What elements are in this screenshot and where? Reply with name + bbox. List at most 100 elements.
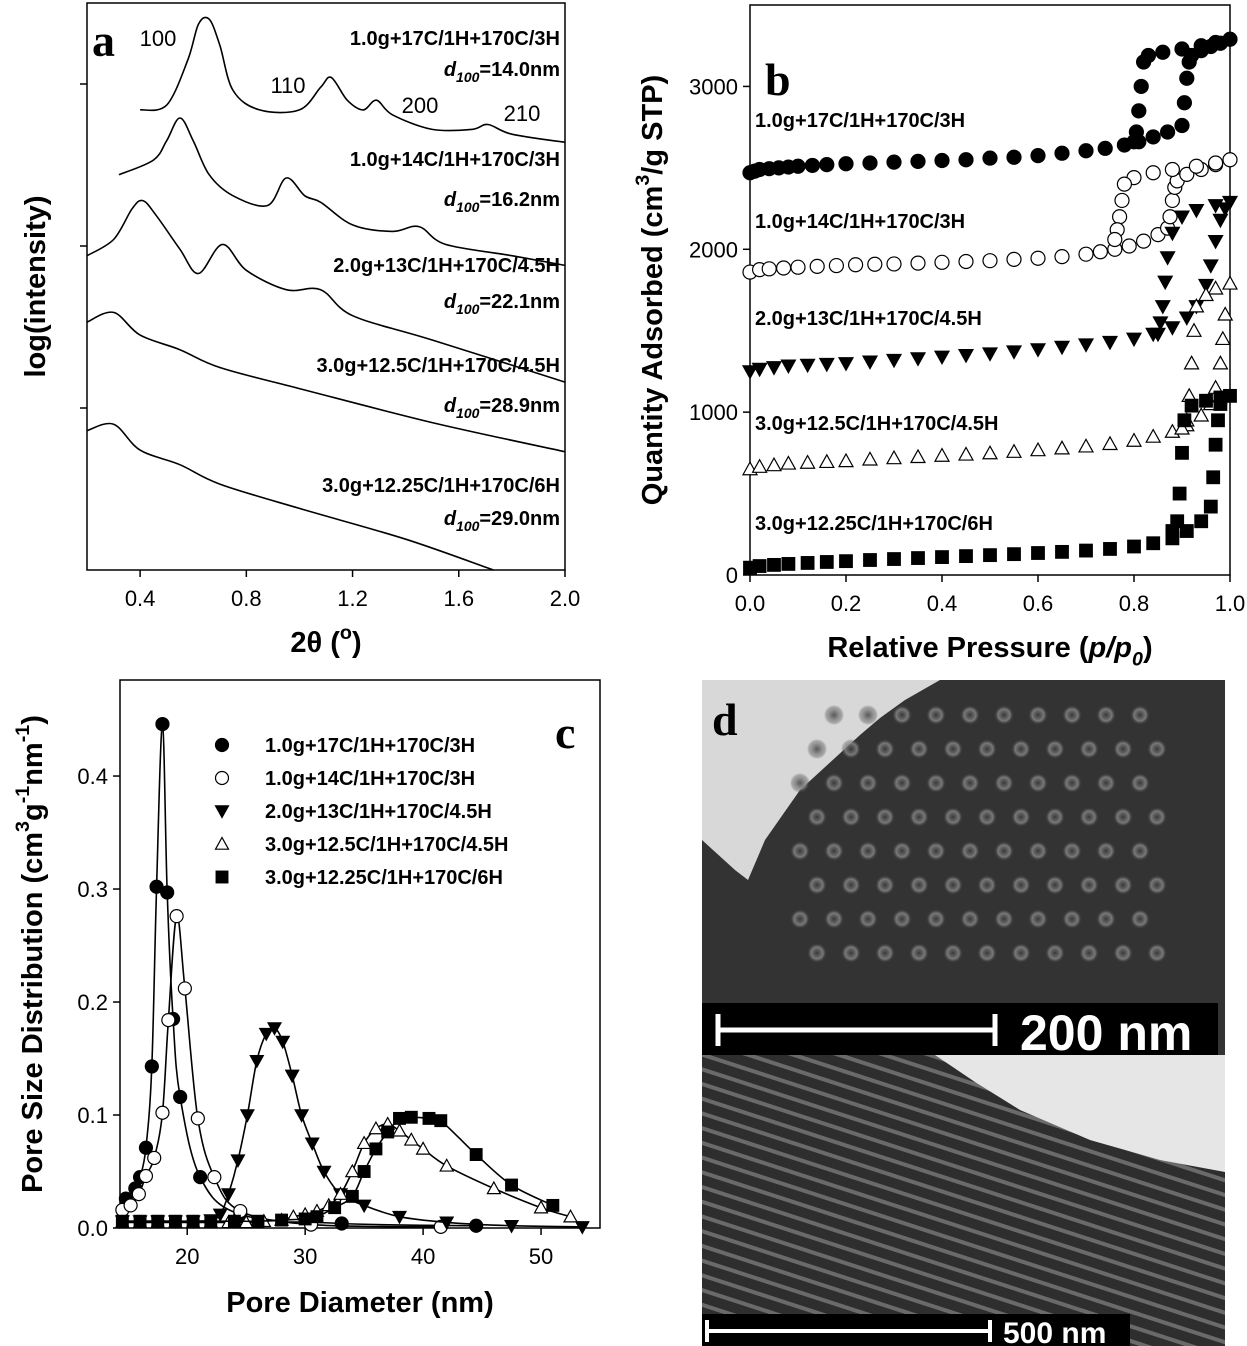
x-tick-label: 0.4 <box>125 586 156 611</box>
data-point <box>1093 245 1107 259</box>
data-point <box>1189 159 1203 173</box>
data-point <box>1187 324 1201 337</box>
data-point <box>1007 445 1021 458</box>
pore <box>943 739 963 759</box>
y-tick-label: 0.3 <box>77 877 108 902</box>
series-label: 3.0g+12.5C/1H+170C/4.5H <box>755 413 999 435</box>
legend-marker <box>216 871 228 883</box>
pore <box>841 875 861 895</box>
data-point <box>935 351 949 364</box>
data-point <box>1031 443 1045 456</box>
data-point <box>767 362 781 375</box>
y-tick-label: 0.1 <box>77 1103 108 1128</box>
data-point <box>1153 317 1167 330</box>
x-axis-title: Pore Diameter (nm) <box>226 1287 494 1319</box>
data-point <box>194 1171 207 1184</box>
pore <box>824 841 844 861</box>
pore <box>977 739 997 759</box>
data-point <box>276 1214 288 1226</box>
label-part: 3 <box>12 821 34 832</box>
data-point <box>820 158 834 172</box>
data-point <box>1205 500 1218 513</box>
label-part: 3 <box>632 175 654 186</box>
pore <box>960 773 980 793</box>
pore <box>824 773 844 793</box>
series-label: 3.0g+12.25C/1H+170C/6H <box>755 513 993 535</box>
data-point <box>1098 141 1112 155</box>
data-point <box>820 455 834 468</box>
data-point <box>1175 119 1189 133</box>
y-tick-label: 1000 <box>689 400 738 425</box>
data-point <box>839 157 853 171</box>
pore <box>1079 875 1099 895</box>
data-point <box>276 1036 289 1048</box>
d-spacing: d100=22.1nm <box>444 291 560 317</box>
x-tick-label: 2.0 <box>550 586 581 611</box>
legend-marker <box>216 806 229 818</box>
data-point <box>346 1191 358 1203</box>
label-part: p/p <box>1088 632 1133 664</box>
data-point <box>912 552 925 565</box>
data-point <box>1055 146 1069 160</box>
data-point <box>1137 234 1151 248</box>
data-point <box>208 1171 221 1184</box>
d-subscript: 100 <box>456 301 480 317</box>
panel-letter: d <box>712 694 738 745</box>
legend-label: 3.0g+12.25C/1H+170C/6H <box>265 867 503 889</box>
label-part: Quantity Adsorbed (cm <box>637 186 669 506</box>
label-part: 0 <box>1132 649 1143 671</box>
x-tick-label: 30 <box>293 1244 317 1269</box>
legend-label: 2.0g+13C/1H+170C/4.5H <box>265 801 492 823</box>
data-point <box>983 348 997 361</box>
d-symbol: d <box>444 189 457 211</box>
data-point <box>1209 236 1223 249</box>
y-axis-title: log(intensity) <box>20 195 52 377</box>
d-symbol: d <box>444 395 457 417</box>
data-point <box>1134 79 1148 93</box>
d-subscript: 100 <box>456 199 480 215</box>
data-point <box>145 1060 158 1073</box>
data-point <box>162 1014 175 1027</box>
data-point <box>1212 414 1225 427</box>
d-symbol: d <box>444 508 457 530</box>
series-label: 3.0g+12.5C/1H+170C/4.5H <box>317 355 561 377</box>
series-line <box>87 312 565 452</box>
data-point <box>124 1199 137 1212</box>
data-point <box>252 1215 264 1227</box>
pore <box>807 943 827 963</box>
d-value: =29.0nm <box>479 508 560 530</box>
data-point <box>821 556 834 569</box>
pore <box>824 705 844 725</box>
data-point <box>1176 447 1189 460</box>
x-tick-label: 40 <box>411 1244 435 1269</box>
data-point <box>470 1219 483 1232</box>
pore <box>977 807 997 827</box>
data-point <box>1055 341 1069 354</box>
pore <box>807 807 827 827</box>
data-point <box>487 1182 500 1194</box>
label-part: -1 <box>12 786 34 804</box>
data-point <box>139 1170 152 1183</box>
data-point <box>1194 39 1208 53</box>
y-tick-label: 2000 <box>689 237 738 262</box>
d-spacing: d100=14.0nm <box>444 59 560 85</box>
pore <box>1147 739 1167 759</box>
data-point <box>791 159 805 173</box>
data-point <box>1200 394 1213 407</box>
data-point <box>231 1155 244 1167</box>
data-point <box>1175 42 1189 56</box>
data-point <box>1117 177 1131 191</box>
x-tick-label: 50 <box>529 1244 553 1269</box>
data-point <box>1223 276 1237 289</box>
data-point <box>1008 548 1021 561</box>
data-point <box>295 1110 308 1122</box>
pore <box>875 807 895 827</box>
data-point <box>1156 45 1170 59</box>
data-point <box>1158 276 1172 289</box>
pore <box>1113 739 1133 759</box>
data-point <box>959 255 973 269</box>
pore <box>1147 807 1167 827</box>
d-spacing: d100=29.0nm <box>444 508 560 534</box>
data-point <box>417 1142 430 1154</box>
data-point <box>840 555 853 568</box>
